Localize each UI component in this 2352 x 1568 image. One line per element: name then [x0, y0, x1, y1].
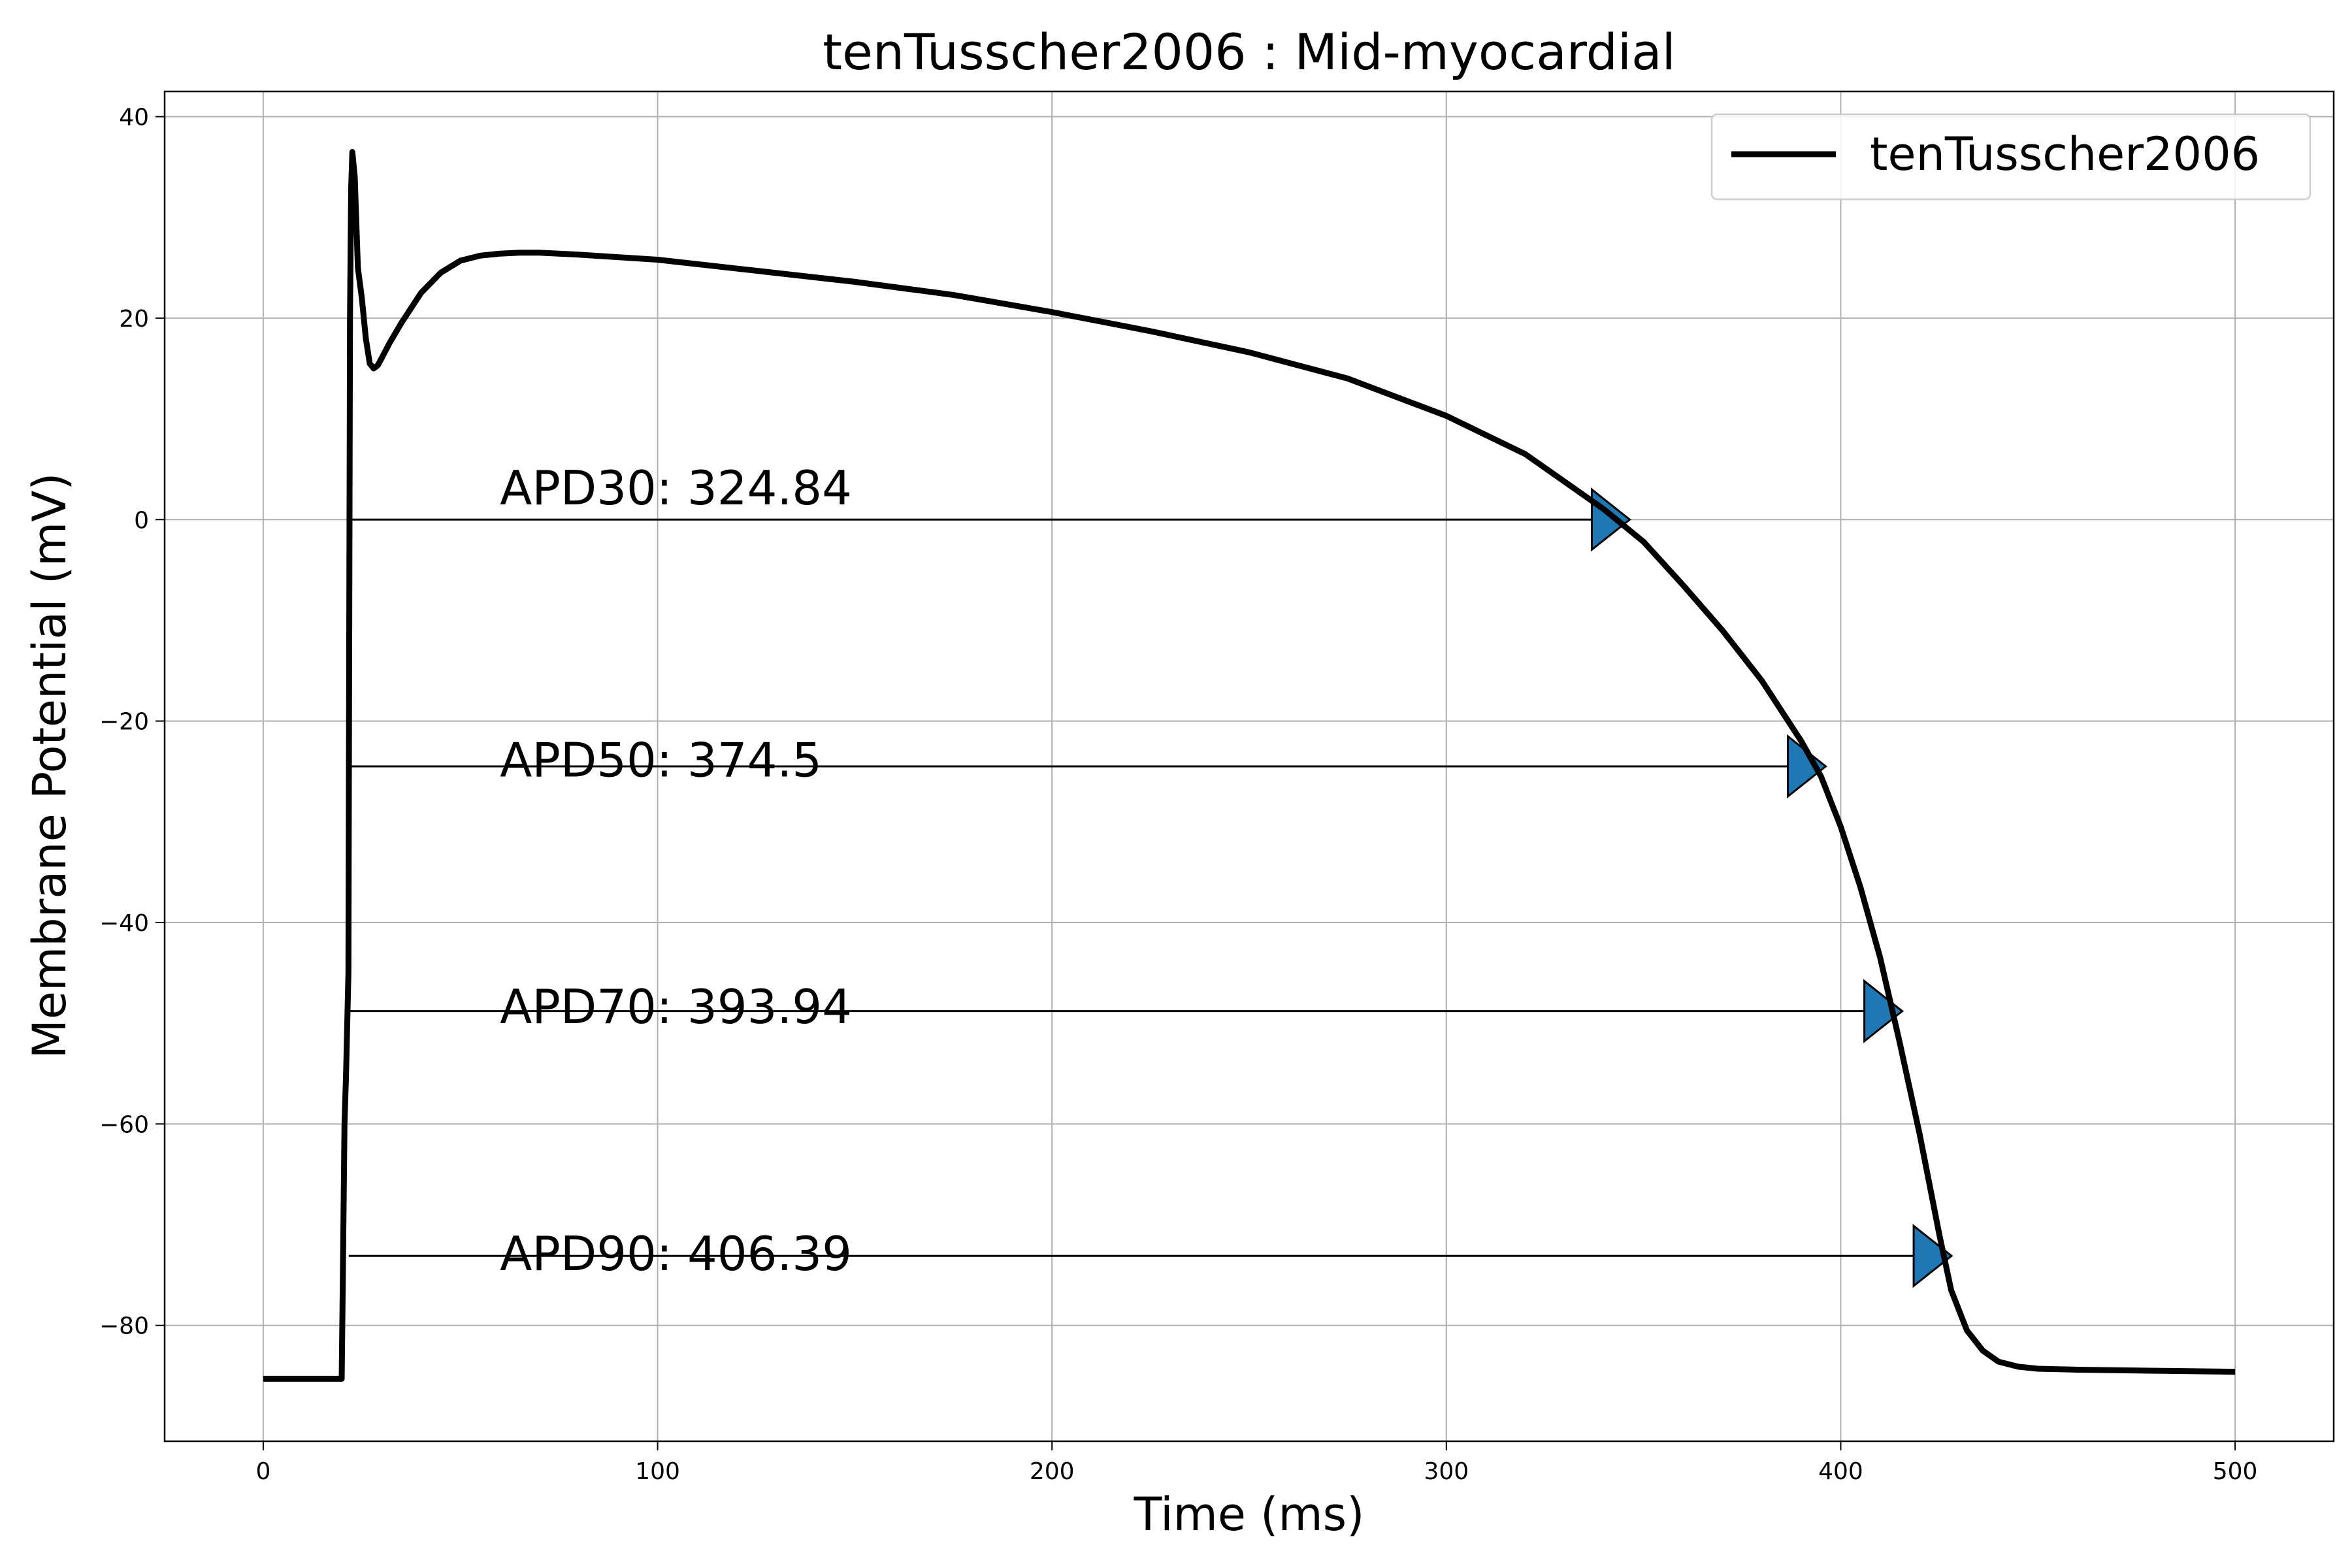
ticks: 0 100 200 300 400 500 −80 −60 −40 −20 0 20 40 [99, 105, 2257, 1485]
x-tick-label: 0 [255, 1458, 270, 1485]
apd-label: APD50: 374.5 [500, 732, 822, 787]
y-tick-label: 40 [119, 105, 149, 131]
x-tick-label: 100 [635, 1458, 680, 1485]
series [263, 149, 2236, 1382]
apd-marker [1863, 979, 1904, 1043]
apd-label: APD90: 406.39 [500, 1226, 852, 1281]
apd-marker [1912, 1224, 1953, 1288]
y-tick-label: 0 [134, 507, 149, 534]
apd-label: APD30: 324.84 [500, 461, 852, 515]
y-tick-label: −40 [99, 910, 149, 937]
y-tick-label: 20 [119, 306, 149, 333]
series-line-tenTusscher2006 [263, 149, 2236, 1382]
y-tick-label: −80 [99, 1313, 149, 1340]
y-tick-label: −20 [99, 709, 149, 736]
plot-frame [163, 90, 2335, 1443]
legend-label-tenTusscher2006: tenTusscher2006 [1870, 127, 2260, 181]
x-tick-label: 200 [1030, 1458, 1075, 1485]
x-tick-label: 400 [1818, 1458, 1863, 1485]
y-axis-label: Membrane Potential (mV) [23, 472, 76, 1058]
x-tick-label: 500 [2213, 1458, 2258, 1485]
legend-box [1710, 113, 2311, 201]
y-tick-label: −60 [99, 1111, 149, 1138]
chart-title: tenTusscher2006 : Mid-myocardial [823, 23, 1675, 81]
x-axis-label: Time (ms) [1134, 1488, 1365, 1541]
legend: tenTusscher2006 [1710, 113, 2311, 201]
apd-annotations: APD30: 324.84 APD50: 374.5 APD70: 393.94 AP… [348, 461, 1953, 1288]
apd-label: APD70: 393.94 [500, 979, 852, 1034]
x-tick-label: 300 [1424, 1458, 1469, 1485]
